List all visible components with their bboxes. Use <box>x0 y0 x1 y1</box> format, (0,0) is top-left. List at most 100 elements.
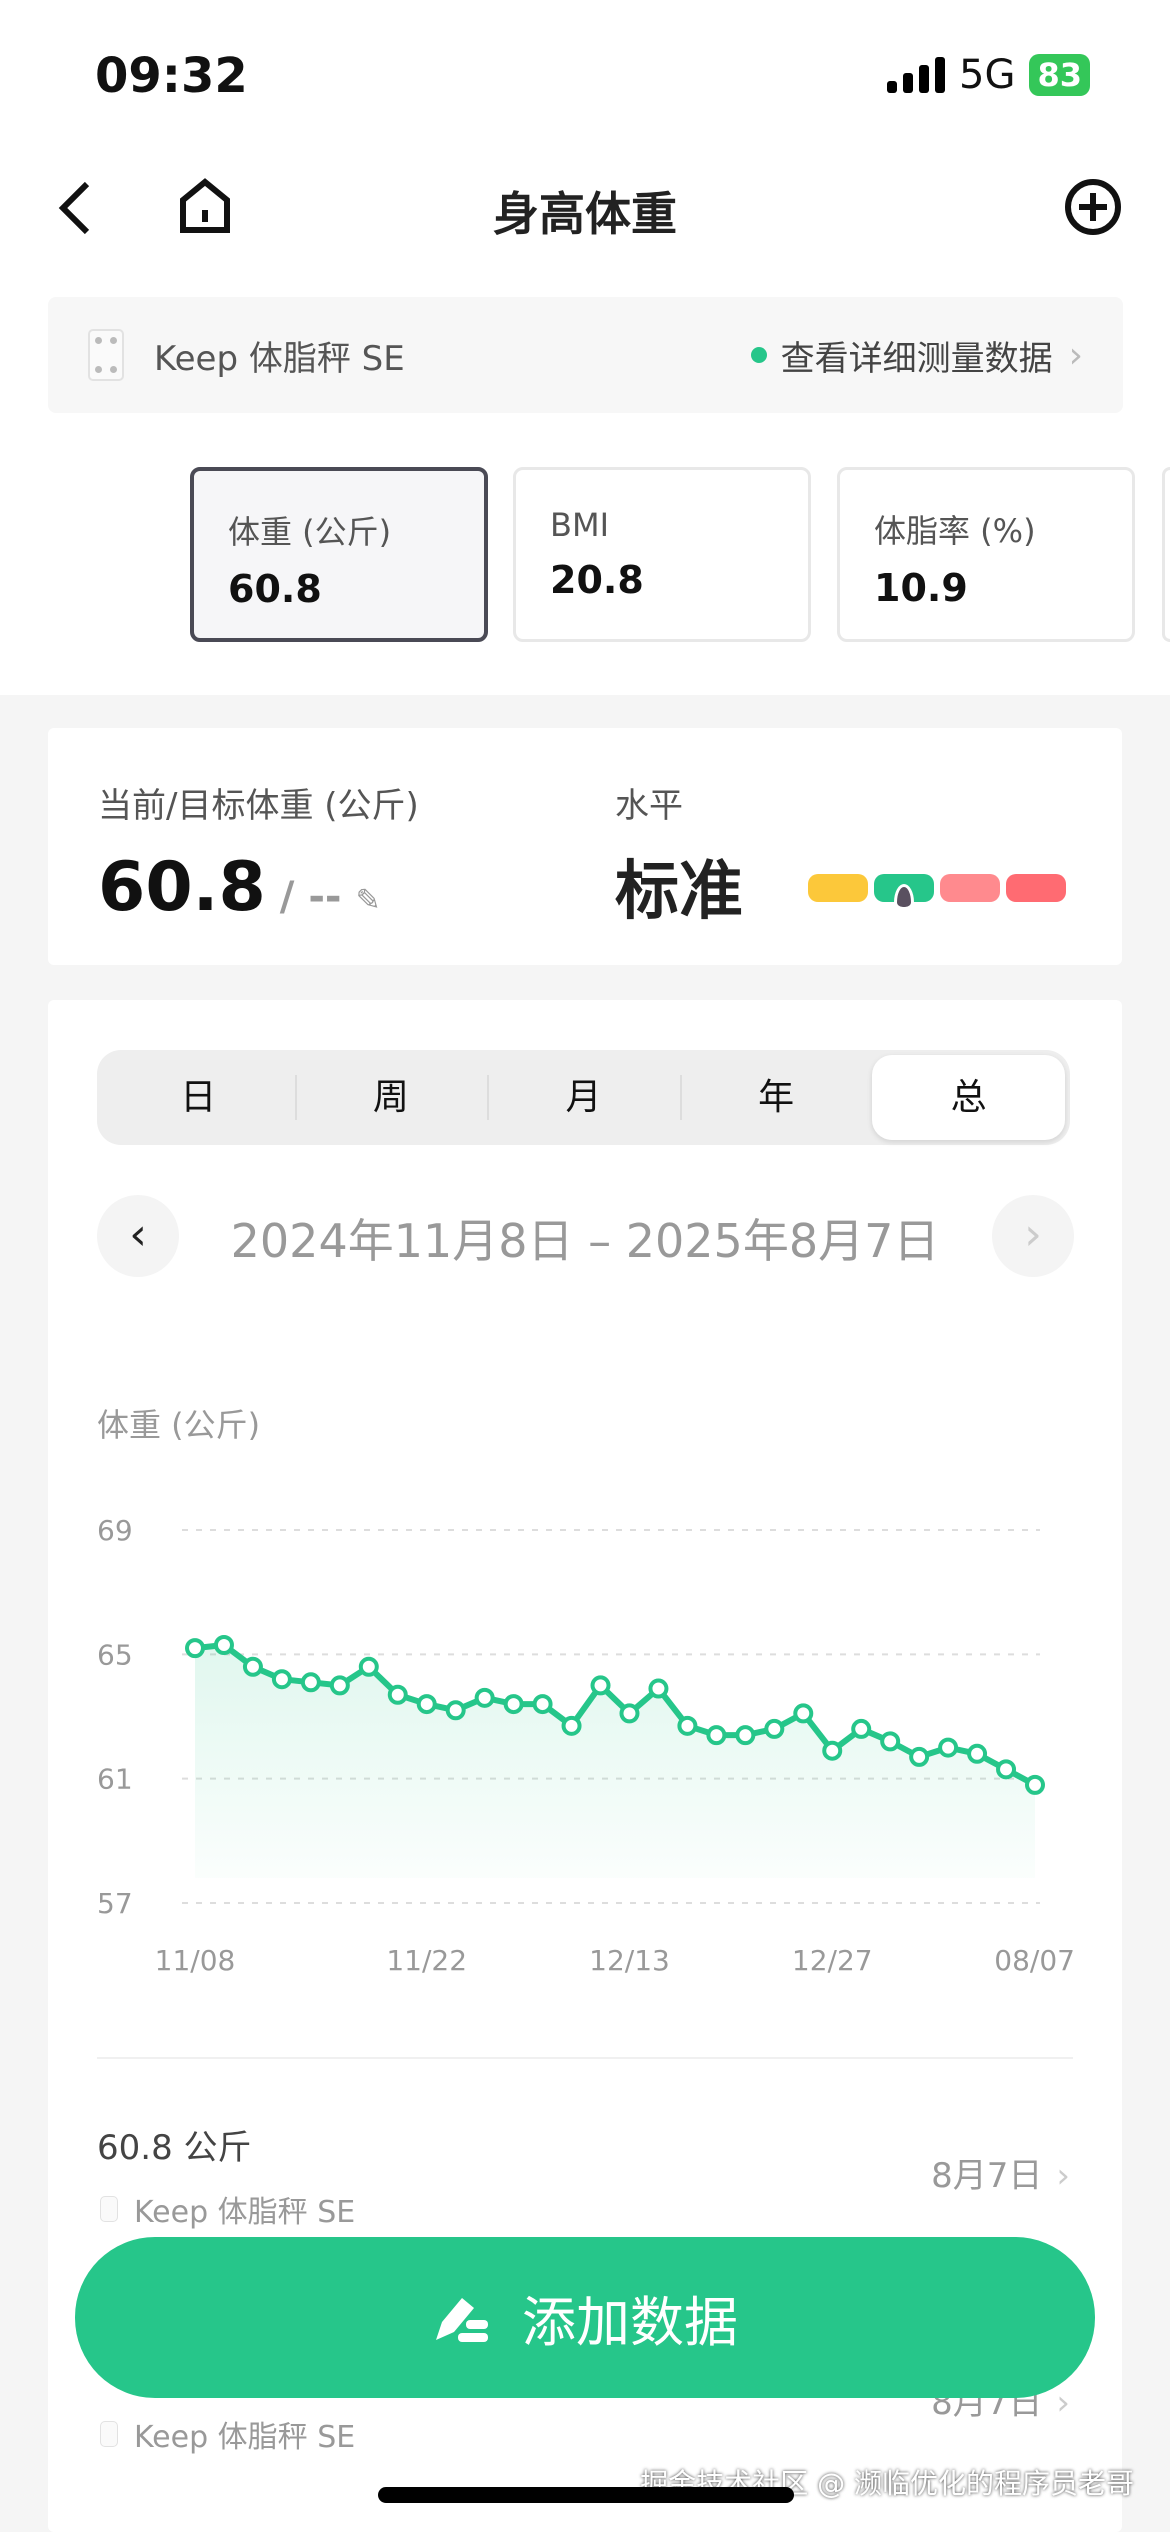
data-point <box>880 1731 901 1752</box>
area-fill <box>195 1645 1035 1878</box>
add-data-label: 添加数据 <box>522 2291 738 2354</box>
metric-card-bmi[interactable]: BMI 20.8 <box>513 467 811 642</box>
scale-icon <box>88 329 124 381</box>
period-tabs: 日 周月年总 <box>97 1050 1070 1145</box>
device-bar[interactable]: Keep 体脂秤 SE 查看详细测量数据 › <box>48 297 1123 413</box>
device-name: Keep 体脂秤 SE <box>154 338 405 379</box>
metric-label: 体脂率 (%) <box>874 512 1036 550</box>
tab-0[interactable]: 日 <box>180 1077 217 1118</box>
data-point <box>300 1672 321 1693</box>
status-time: 09:32 <box>95 48 248 104</box>
data-point <box>561 1715 582 1736</box>
data-point <box>271 1669 292 1690</box>
tab-2[interactable]: 月 <box>487 1055 680 1140</box>
add-data-button[interactable]: 添加数据 <box>75 2237 1095 2398</box>
data-point <box>503 1694 524 1715</box>
detail-link-label: 查看详细测量数据 <box>780 338 1053 379</box>
data-point <box>590 1675 611 1696</box>
metric-value: 10.9 <box>874 566 968 610</box>
level-bar <box>808 874 1066 910</box>
divider <box>97 2057 1073 2059</box>
battery-icon: 83 <box>1029 54 1090 96</box>
record-value: 60.8 公斤 <box>97 2128 252 2168</box>
level-segment <box>808 874 868 902</box>
level-label: 水平 <box>615 786 683 826</box>
y-tick-label: 61 <box>97 1763 133 1796</box>
x-tick-label: 08/07 <box>994 1944 1075 1977</box>
data-point <box>793 1703 814 1724</box>
data-point <box>648 1678 669 1699</box>
summary-label: 当前/目标体重 (公斤) <box>98 786 419 826</box>
y-tick-label: 69 <box>97 1514 133 1547</box>
metric-card-bodyfat[interactable]: 体脂率 (%) 10.9 <box>837 467 1135 642</box>
level-value: 标准 <box>615 855 743 929</box>
next-period-button[interactable]: › <box>992 1195 1074 1277</box>
data-point <box>822 1740 843 1761</box>
record-device: Keep 体脂秤 SE <box>100 2412 355 2456</box>
weight-chart[interactable]: 69 65 61 57 11/08 11/22 12/13 12/27 08/07 <box>0 1490 1170 1990</box>
target-weight: / -- <box>279 874 342 920</box>
data-point <box>329 1675 350 1696</box>
back-icon[interactable] <box>55 180 95 236</box>
status-dot <box>750 347 767 363</box>
x-tick-label: 12/13 <box>589 1944 670 1977</box>
level-marker-icon <box>894 884 914 910</box>
data-point <box>185 1638 205 1659</box>
data-point <box>213 1635 234 1656</box>
metric-card-weight[interactable]: 体重 (公斤) 60.8 <box>190 467 488 642</box>
edit-icon[interactable]: ✎ <box>355 883 381 918</box>
data-point <box>387 1684 408 1705</box>
data-point <box>764 1718 785 1739</box>
level-segment <box>1006 874 1066 902</box>
chevron-right-icon: › <box>1068 334 1083 376</box>
data-point <box>851 1718 872 1739</box>
scale-icon <box>100 2421 118 2447</box>
detail-link[interactable]: 查看详细测量数据 › <box>750 331 1083 380</box>
record-date[interactable]: 8月7日 › <box>931 2156 1070 2196</box>
data-point <box>532 1694 553 1715</box>
data-point <box>1025 1774 1045 1795</box>
home-indicator <box>378 2487 794 2503</box>
x-tick-label: 11/08 <box>155 1944 236 1977</box>
data-point <box>706 1725 727 1746</box>
page-title: 身高体重 <box>493 187 677 241</box>
date-range: 2024年11月8日 – 2025年8月7日 <box>230 1214 940 1268</box>
prev-period-button[interactable]: ‹ <box>97 1195 179 1277</box>
data-point <box>996 1759 1017 1780</box>
data-point <box>445 1700 466 1721</box>
home-icon[interactable] <box>178 178 232 234</box>
pen-icon <box>436 2297 488 2342</box>
current-weight: 60.8 <box>98 848 266 927</box>
data-point <box>677 1715 698 1736</box>
tab-3[interactable]: 年 <box>679 1055 873 1140</box>
metric-label: 体重 (公斤) <box>228 513 392 551</box>
data-point <box>909 1746 930 1767</box>
y-tick-label: 57 <box>97 1887 133 1920</box>
data-point <box>416 1694 437 1715</box>
metric-card-more[interactable] <box>1162 467 1170 642</box>
add-circle-icon[interactable] <box>1064 178 1122 236</box>
metric-label: BMI <box>550 506 609 544</box>
data-point <box>938 1737 959 1758</box>
scale-icon <box>100 2196 118 2222</box>
data-point <box>735 1725 756 1746</box>
y-tick-label: 65 <box>97 1638 133 1671</box>
level-segment <box>940 874 1000 902</box>
data-point <box>619 1703 640 1724</box>
data-point <box>967 1743 988 1764</box>
network-label: 5G <box>959 52 1016 98</box>
tab-1[interactable]: 周 <box>294 1055 488 1140</box>
data-point <box>474 1687 495 1708</box>
status-icons: 5G 83 <box>887 52 1090 98</box>
x-tick-label: 12/27 <box>792 1944 873 1977</box>
metric-value: 20.8 <box>550 558 644 602</box>
level-segment <box>874 874 934 910</box>
record-device: Keep 体脂秤 SE <box>100 2187 355 2231</box>
data-point <box>358 1656 379 1677</box>
metric-value: 60.8 <box>228 567 322 611</box>
y-axis-label: 体重 (公斤) <box>97 1406 261 1444</box>
tab-4[interactable]: 总 <box>872 1055 1065 1140</box>
signal-icon <box>887 57 946 93</box>
x-tick-label: 11/22 <box>386 1944 467 1977</box>
data-point <box>242 1656 263 1677</box>
